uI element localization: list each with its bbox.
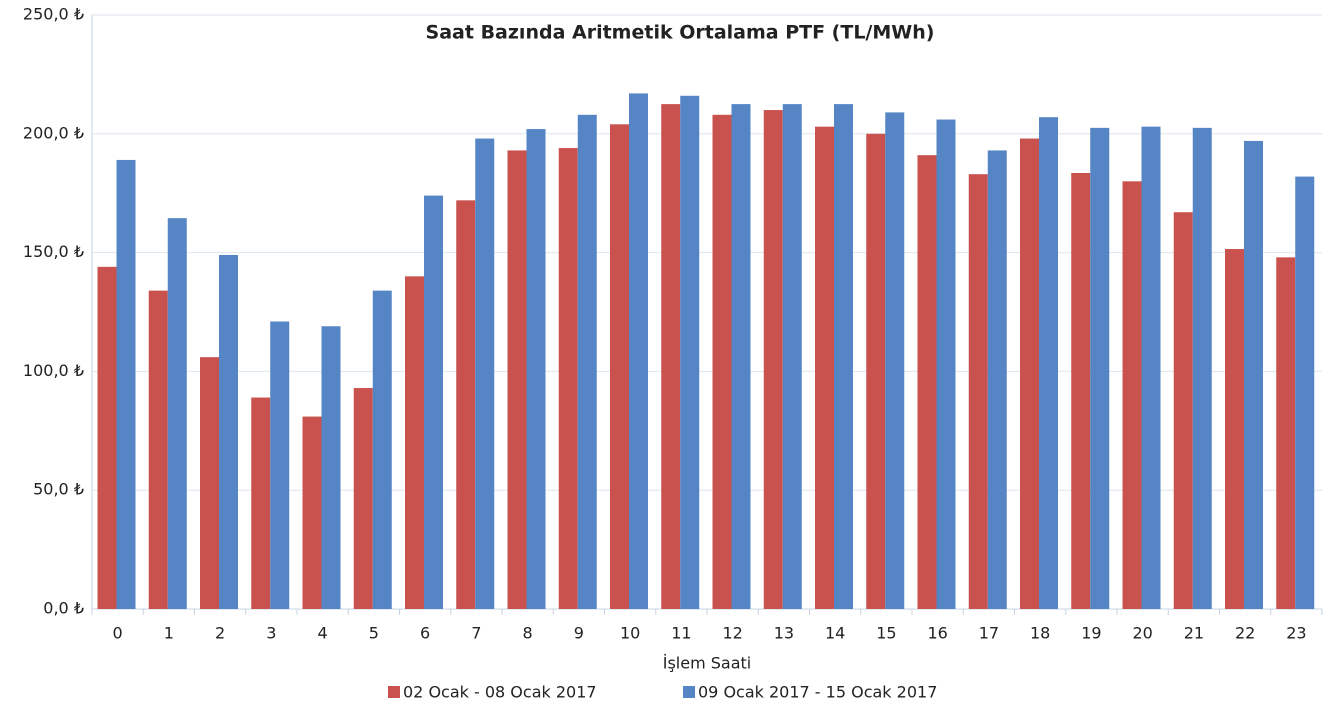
x-tick-label: 11 <box>671 624 691 643</box>
bar <box>680 95 700 609</box>
x-tick-label: 12 <box>722 624 742 643</box>
bar <box>321 326 341 609</box>
bar <box>1020 138 1039 609</box>
x-tick-label: 0 <box>113 624 123 643</box>
x-tick-label: 1 <box>164 624 174 643</box>
y-tick-label: 150,0 ₺ <box>23 242 84 261</box>
bar <box>1141 126 1161 609</box>
x-tick-label: 5 <box>369 624 379 643</box>
x-tick-label: 3 <box>266 624 276 643</box>
bar <box>1295 176 1315 609</box>
chart-title: Saat Bazında Aritmetik Ortalama PTF (TL/… <box>426 22 935 44</box>
bar <box>1090 127 1110 610</box>
x-tick-label: 21 <box>1184 624 1204 643</box>
x-tick-label: 15 <box>876 624 896 643</box>
bar <box>1039 117 1058 609</box>
bar <box>1173 212 1193 609</box>
bar <box>987 150 1007 609</box>
x-tick-label: 7 <box>471 624 481 643</box>
bar <box>526 129 546 609</box>
x-tick-label: 17 <box>979 624 999 643</box>
legend-swatch <box>388 686 400 698</box>
bar <box>1122 181 1142 609</box>
x-tick-label: 2 <box>215 624 225 643</box>
bar <box>372 290 392 609</box>
x-tick-label: 18 <box>1030 624 1050 643</box>
y-tick-label: 50,0 ₺ <box>33 480 84 499</box>
bar <box>405 276 424 609</box>
bar <box>629 93 648 609</box>
bar <box>1244 140 1263 610</box>
bar <box>558 148 578 609</box>
x-tick-label: 19 <box>1081 624 1101 643</box>
bar <box>1225 249 1244 609</box>
bar <box>1276 257 1296 609</box>
bar <box>731 104 751 609</box>
bar <box>475 138 495 609</box>
bar <box>116 159 136 609</box>
bar <box>302 416 322 609</box>
x-tick-label: 16 <box>927 624 947 643</box>
x-tick-label: 4 <box>318 624 328 643</box>
bar <box>577 114 597 610</box>
bar <box>782 104 802 609</box>
y-tick-label: 200,0 ₺ <box>23 123 84 142</box>
bar <box>712 114 732 610</box>
bar <box>610 124 629 610</box>
x-tick-label: 6 <box>420 624 430 643</box>
bar <box>97 266 117 609</box>
x-tick-label: 20 <box>1132 624 1152 643</box>
legend-swatch <box>683 686 695 698</box>
bar <box>661 104 681 609</box>
bar <box>456 200 476 609</box>
legend-label: 02 Ocak - 08 Ocak 2017 <box>403 683 597 702</box>
bar <box>200 357 219 609</box>
bar <box>148 290 168 609</box>
x-tick-label: 13 <box>774 624 794 643</box>
x-tick-label: 8 <box>523 624 533 643</box>
bar <box>507 150 527 609</box>
x-tick-label: 14 <box>825 624 845 643</box>
bar <box>353 388 373 609</box>
x-tick-label: 10 <box>620 624 640 643</box>
y-tick-label: 100,0 ₺ <box>23 361 84 380</box>
legend-label: 09 Ocak 2017 - 15 Ocak 2017 <box>698 683 937 702</box>
bar <box>968 174 988 609</box>
y-tick-label: 0,0 ₺ <box>43 599 84 618</box>
bar <box>834 104 853 609</box>
bar <box>424 195 443 610</box>
x-tick-label: 9 <box>574 624 584 643</box>
x-axis-label: İşlem Saati <box>663 654 752 673</box>
bar <box>270 321 290 609</box>
bar <box>936 119 956 609</box>
x-tick-label: 22 <box>1235 624 1255 643</box>
bar <box>866 133 886 610</box>
bar <box>763 110 783 609</box>
bar <box>1192 127 1212 610</box>
bar <box>219 254 238 609</box>
x-tick-label: 23 <box>1286 624 1306 643</box>
bar <box>815 126 834 609</box>
bar <box>885 112 905 609</box>
bar <box>167 218 187 609</box>
bar <box>917 155 937 609</box>
y-tick-label: 250,0 ₺ <box>23 5 84 24</box>
bar <box>1071 173 1091 609</box>
bar <box>251 397 271 609</box>
